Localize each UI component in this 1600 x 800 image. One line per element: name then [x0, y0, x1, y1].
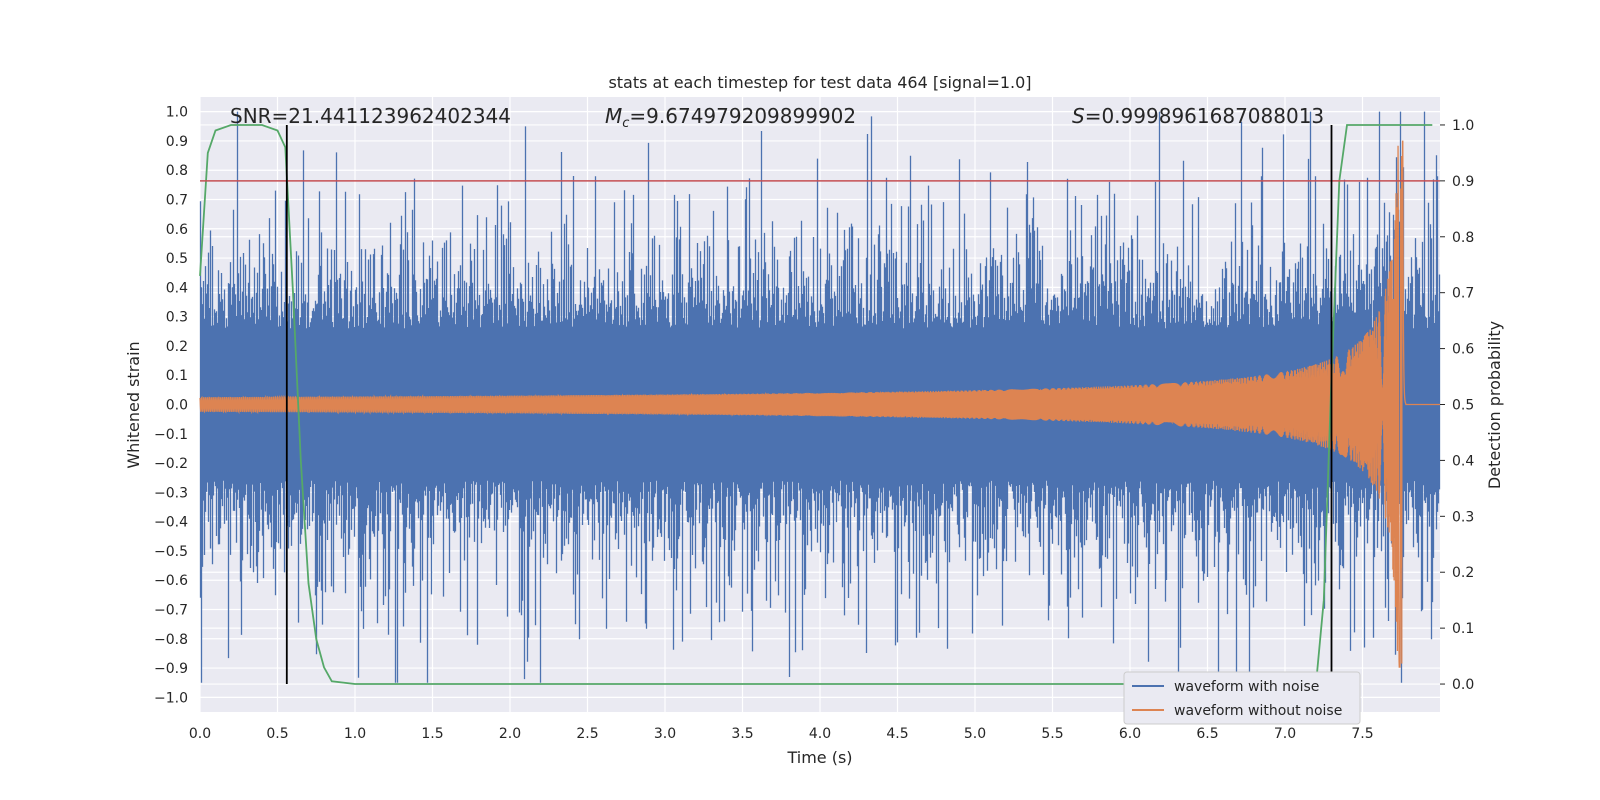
left-y-tick-label: 0.2	[166, 339, 188, 355]
detection-probability-line	[199, 124, 1433, 685]
snr-annotation: SNR=21.441123962402344	[230, 104, 511, 128]
series-detection-probability	[199, 124, 1433, 685]
right-y-tick-label: 0.6	[1452, 342, 1474, 358]
right-y-tick-label: 0.1	[1452, 621, 1474, 637]
x-tick-label: 6.0	[1119, 726, 1141, 742]
right-y-tick-label: 0.0	[1452, 677, 1474, 693]
left-y-tick-label: 0.4	[166, 280, 188, 296]
x-tick-label: 3.0	[654, 726, 676, 742]
legend-box	[1123, 671, 1361, 725]
s-value: =0.9998961687088013	[1085, 104, 1324, 128]
left-y-tick-labels: 1.0 0.9 0.8 0.7 0.6 0.5 0.4 0.3 0.2 0.1 0.0 −0.1 −0.…	[154, 105, 188, 707]
right-y-tick-label: 0.8	[1452, 230, 1474, 246]
mc-symbol: M	[605, 104, 622, 128]
x-tick-label: 2.5	[576, 726, 598, 742]
x-tick-label: 0.5	[266, 726, 288, 742]
x-tick-label: 6.5	[1196, 726, 1218, 742]
mc-annotation: Mc=9.674979209899902	[605, 104, 856, 131]
right-y-tick-label: 0.3	[1452, 509, 1474, 525]
x-tick-label: 4.5	[886, 726, 908, 742]
left-y-tick-label: −0.8	[154, 632, 188, 648]
left-y-tick-label: 0.9	[166, 134, 188, 150]
right-y-tick-label: 0.7	[1452, 286, 1474, 302]
left-y-tick-label: 0.7	[166, 193, 188, 209]
left-y-tick-label: 0.8	[166, 163, 188, 179]
x-tick-label: 2.0	[499, 726, 521, 742]
left-y-tick-label: 1.0	[166, 105, 188, 121]
s-symbol: S	[1072, 104, 1085, 128]
left-y-tick-label: 0.0	[166, 398, 188, 414]
right-y-tick-label: 0.2	[1452, 565, 1474, 581]
x-tick-label: 5.5	[1041, 726, 1063, 742]
mc-value: =9.674979209899902	[629, 104, 856, 128]
left-y-tick-label: −0.1	[154, 427, 188, 443]
left-y-tick-label: −1.0	[154, 690, 188, 706]
left-y-tick-label: 0.6	[166, 222, 188, 238]
left-y-tick-label: 0.3	[166, 310, 188, 326]
left-y-tick-label: 0.5	[166, 251, 188, 267]
right-y-tick-label: 1.0	[1452, 118, 1474, 134]
x-tick-labels: 0.0 0.5 1.0 1.5 2.0 2.5 3.0 3.5 4.0 4.5 5.0 5.5 6.0 6…	[189, 726, 1374, 742]
x-tick-label: 1.5	[421, 726, 443, 742]
x-tick-label: 1.0	[344, 726, 366, 742]
left-y-tick-label: −0.7	[154, 603, 188, 619]
chart-title: stats at each timestep for test data 464…	[608, 73, 1031, 92]
x-tick-label: 7.5	[1351, 726, 1373, 742]
x-axis-label: Time (s)	[786, 748, 852, 767]
x-tick-label: 3.5	[731, 726, 753, 742]
series-waveform-without-noise	[199, 140, 1440, 668]
right-y-tick-label: 0.5	[1452, 398, 1474, 414]
markers	[200, 124, 1440, 685]
right-y-axis-label: Detection probability	[1485, 321, 1504, 489]
mc-subscript: c	[622, 116, 629, 131]
legend-label-noise: waveform with noise	[1174, 679, 1319, 695]
left-y-tick-label: −0.5	[154, 544, 188, 560]
x-tick-label: 5.0	[964, 726, 986, 742]
right-y-tick-label: 0.4	[1452, 453, 1474, 469]
right-y-tick-label: 0.9	[1452, 174, 1474, 190]
right-y-tick-labels: 1.0 0.9 0.8 0.7 0.6 0.5 0.4 0.3 0.2 0.1 0.0	[1440, 118, 1474, 693]
left-y-tick-label: −0.9	[154, 661, 188, 677]
x-tick-label: 4.0	[809, 726, 831, 742]
x-tick-label: 7.0	[1274, 726, 1296, 742]
legend: waveform with noise waveform without noi…	[1123, 671, 1361, 725]
left-y-tick-label: −0.6	[154, 573, 188, 589]
left-y-axis-label: Whitened strain	[124, 341, 143, 468]
clean-waveform-line	[199, 140, 1440, 668]
x-tick-label: 0.0	[189, 726, 211, 742]
s-annotation: S=0.9998961687088013	[1072, 104, 1324, 128]
legend-label-clean: waveform without noise	[1174, 703, 1342, 719]
left-y-tick-label: −0.2	[154, 456, 188, 472]
left-y-tick-label: −0.4	[154, 515, 188, 531]
left-y-tick-label: 0.1	[166, 368, 188, 384]
left-y-tick-label: −0.3	[154, 485, 188, 501]
